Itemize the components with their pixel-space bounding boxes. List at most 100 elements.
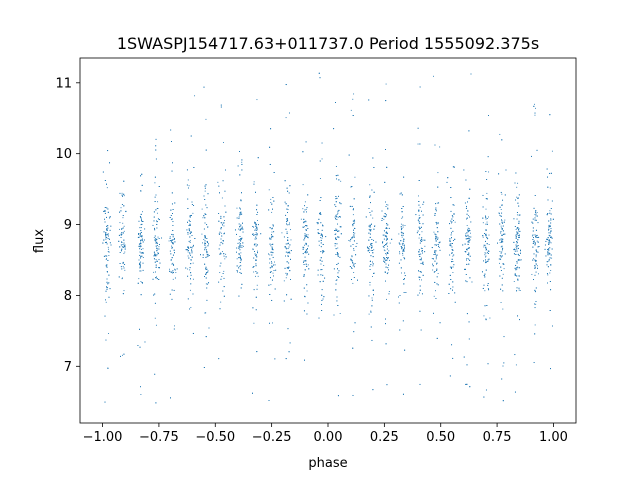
data-point: [514, 225, 516, 227]
data-point: [140, 248, 142, 250]
data-point: [335, 216, 337, 218]
data-point: [335, 102, 336, 103]
data-point: [402, 206, 404, 207]
data-point: [290, 258, 291, 260]
data-point: [155, 255, 157, 257]
data-point: [156, 249, 158, 251]
data-point: [225, 256, 227, 258]
data-point: [370, 244, 372, 246]
data-point: [202, 257, 204, 258]
data-point: [548, 234, 550, 236]
data-point: [433, 75, 434, 77]
data-point: [107, 283, 109, 285]
data-point: [348, 239, 350, 241]
data-point: [190, 278, 191, 280]
data-point: [303, 274, 305, 276]
data-point: [157, 201, 159, 203]
data-point: [218, 281, 220, 283]
data-point: [172, 209, 174, 210]
data-point: [516, 275, 518, 277]
data-point: [286, 294, 288, 296]
data-point: [435, 298, 437, 299]
data-point: [139, 216, 141, 217]
data-point: [518, 230, 519, 232]
data-point: [318, 72, 320, 74]
data-point: [190, 259, 192, 261]
data-point: [338, 270, 340, 272]
data-point: [335, 166, 337, 167]
data-point: [371, 250, 373, 251]
data-point: [237, 242, 239, 244]
data-point: [450, 234, 452, 236]
data-point: [239, 257, 241, 259]
data-point: [269, 227, 271, 229]
data-point: [306, 225, 308, 227]
data-point: [386, 259, 388, 261]
data-point: [485, 229, 487, 231]
data-point: [108, 251, 110, 253]
data-point: [435, 290, 436, 292]
data-point: [286, 223, 287, 225]
data-point: [437, 284, 439, 286]
data-point: [402, 250, 404, 251]
data-point: [220, 242, 222, 244]
data-point: [468, 237, 470, 239]
data-point: [240, 213, 242, 215]
data-point: [386, 204, 388, 206]
data-point: [499, 275, 501, 277]
data-point: [189, 269, 191, 271]
data-point: [548, 226, 550, 228]
data-point: [174, 268, 176, 270]
data-point: [118, 234, 120, 236]
data-point: [468, 236, 470, 238]
data-point: [240, 240, 242, 242]
data-point: [169, 237, 171, 239]
data-point: [453, 213, 455, 215]
data-point: [449, 375, 451, 377]
data-point: [307, 228, 309, 230]
data-point: [108, 333, 110, 334]
data-point: [348, 154, 350, 156]
data-point: [353, 240, 355, 242]
data-point: [388, 293, 390, 295]
data-point: [253, 322, 255, 324]
data-point: [501, 255, 503, 257]
data-point: [549, 235, 551, 237]
data-point: [334, 245, 336, 247]
data-point: [503, 263, 505, 265]
data-point: [303, 264, 305, 265]
data-point: [373, 294, 374, 296]
data-point: [238, 257, 240, 259]
data-point: [105, 234, 106, 236]
data-point: [155, 271, 156, 273]
data-point: [241, 237, 243, 239]
data-point: [482, 194, 484, 196]
data-point: [487, 253, 489, 254]
data-point: [205, 268, 207, 270]
data-point: [466, 205, 467, 207]
data-point: [535, 237, 537, 238]
data-point: [466, 232, 468, 234]
data-point: [236, 217, 238, 219]
data-point: [372, 217, 374, 219]
data-point: [502, 273, 504, 275]
data-point: [253, 266, 255, 267]
data-point: [107, 246, 109, 248]
data-point: [105, 266, 107, 268]
data-point: [438, 202, 440, 204]
data-point: [532, 222, 534, 224]
data-point: [172, 224, 174, 226]
data-point: [140, 190, 141, 192]
data-point: [369, 252, 370, 253]
data-point: [420, 227, 421, 229]
data-point: [373, 191, 375, 193]
data-point: [252, 249, 254, 251]
data-point: [188, 257, 190, 259]
data-point: [385, 216, 387, 218]
data-point: [270, 251, 272, 253]
data-point: [273, 264, 274, 266]
data-point: [306, 236, 308, 237]
data-point: [240, 224, 242, 226]
chart-title: 1SWASPJ154717.63+011737.0 Period 1555092…: [117, 34, 539, 53]
data-point: [320, 234, 322, 236]
